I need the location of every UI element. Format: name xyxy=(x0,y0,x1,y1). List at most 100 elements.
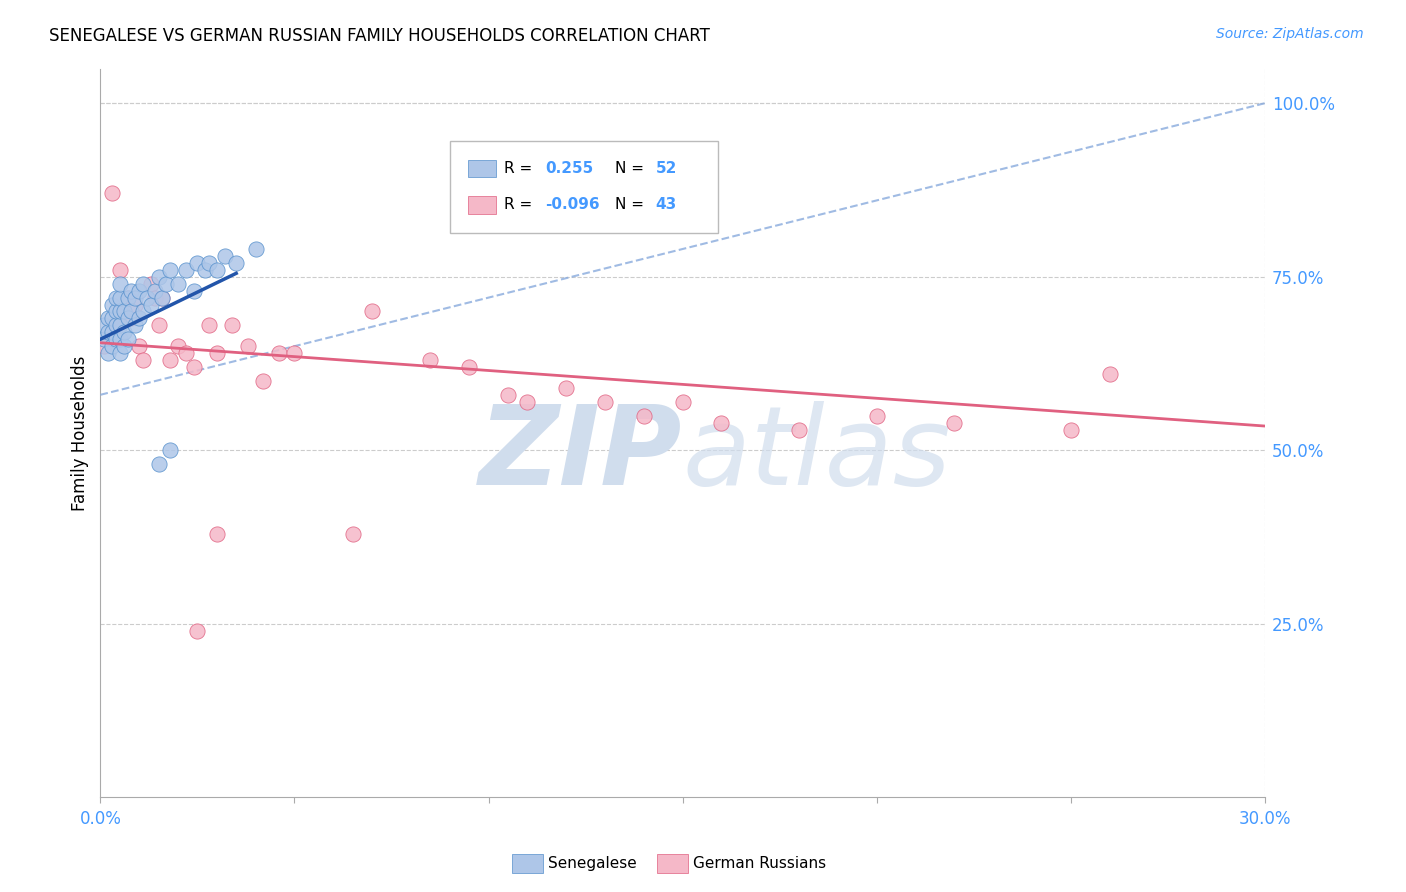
Point xyxy=(101,311,124,326)
Text: 43: 43 xyxy=(655,197,678,212)
Text: R =: R = xyxy=(505,197,537,212)
Point xyxy=(555,381,578,395)
Point xyxy=(361,304,384,318)
Point xyxy=(167,339,190,353)
Point xyxy=(245,242,267,256)
Point xyxy=(97,311,120,326)
Point xyxy=(139,297,162,311)
Point xyxy=(97,326,120,340)
Point xyxy=(458,359,481,374)
Point xyxy=(101,297,124,311)
Text: German Russians: German Russians xyxy=(693,856,827,871)
Point xyxy=(236,339,259,353)
Point xyxy=(186,624,208,638)
Point xyxy=(183,359,205,374)
Point xyxy=(671,394,693,409)
Point xyxy=(866,409,889,423)
Point xyxy=(221,318,243,333)
Text: N =: N = xyxy=(614,197,650,212)
Point xyxy=(120,311,142,326)
Point xyxy=(112,339,135,353)
Point xyxy=(112,304,135,318)
Point xyxy=(97,346,120,360)
Point xyxy=(943,416,966,430)
Point xyxy=(252,374,274,388)
Point xyxy=(710,416,733,430)
Text: atlas: atlas xyxy=(682,401,952,508)
Point xyxy=(787,423,810,437)
Point xyxy=(104,304,127,318)
Point xyxy=(148,457,170,471)
Point xyxy=(1098,367,1121,381)
Text: SENEGALESE VS GERMAN RUSSIAN FAMILY HOUSEHOLDS CORRELATION CHART: SENEGALESE VS GERMAN RUSSIAN FAMILY HOUS… xyxy=(49,27,710,45)
Text: ZIP: ZIP xyxy=(479,401,682,508)
Point xyxy=(143,284,166,298)
Point xyxy=(155,277,177,291)
Point xyxy=(101,339,124,353)
Point xyxy=(205,346,228,360)
Point xyxy=(124,291,146,305)
Point xyxy=(139,277,162,291)
Point xyxy=(112,304,135,318)
Point xyxy=(143,291,166,305)
FancyBboxPatch shape xyxy=(468,196,496,213)
Point xyxy=(104,318,127,333)
Point xyxy=(342,526,364,541)
Point xyxy=(225,256,247,270)
Point xyxy=(198,318,221,333)
Point xyxy=(496,388,519,402)
Point xyxy=(174,346,197,360)
Point xyxy=(152,291,174,305)
Point xyxy=(516,394,538,409)
Point xyxy=(183,284,205,298)
Point xyxy=(593,394,616,409)
Point xyxy=(283,346,305,360)
Point xyxy=(120,284,142,298)
Point xyxy=(159,353,181,368)
Y-axis label: Family Households: Family Households xyxy=(72,355,89,510)
Point xyxy=(267,346,290,360)
Point xyxy=(124,297,146,311)
Text: 0.255: 0.255 xyxy=(546,161,593,176)
Point xyxy=(128,339,150,353)
Point xyxy=(108,263,131,277)
FancyBboxPatch shape xyxy=(450,142,717,233)
Point xyxy=(159,263,181,277)
Point xyxy=(132,304,155,318)
Point xyxy=(148,318,170,333)
Point xyxy=(148,269,170,284)
Text: Senegalese: Senegalese xyxy=(548,856,637,871)
Point xyxy=(152,291,174,305)
Point xyxy=(108,277,131,291)
Point xyxy=(186,256,208,270)
Point xyxy=(101,186,124,201)
Point xyxy=(120,304,142,318)
Point xyxy=(93,339,115,353)
Point xyxy=(174,263,197,277)
Point xyxy=(93,318,115,333)
Point xyxy=(104,318,127,333)
Point xyxy=(117,311,139,326)
Point xyxy=(117,291,139,305)
Point xyxy=(104,291,127,305)
Point xyxy=(128,284,150,298)
Point xyxy=(108,318,131,333)
Point xyxy=(1060,423,1083,437)
Text: N =: N = xyxy=(614,161,650,176)
Point xyxy=(104,332,127,346)
Point xyxy=(124,318,146,333)
Point xyxy=(205,263,228,277)
Point xyxy=(117,291,139,305)
Text: Source: ZipAtlas.com: Source: ZipAtlas.com xyxy=(1216,27,1364,41)
Point xyxy=(205,526,228,541)
Point xyxy=(159,443,181,458)
Text: -0.096: -0.096 xyxy=(546,197,600,212)
Point xyxy=(214,249,236,263)
Point xyxy=(117,332,139,346)
Point xyxy=(108,346,131,360)
Point xyxy=(419,353,441,368)
Point xyxy=(194,263,217,277)
Point xyxy=(93,332,115,346)
Point xyxy=(101,326,124,340)
Point xyxy=(136,291,159,305)
